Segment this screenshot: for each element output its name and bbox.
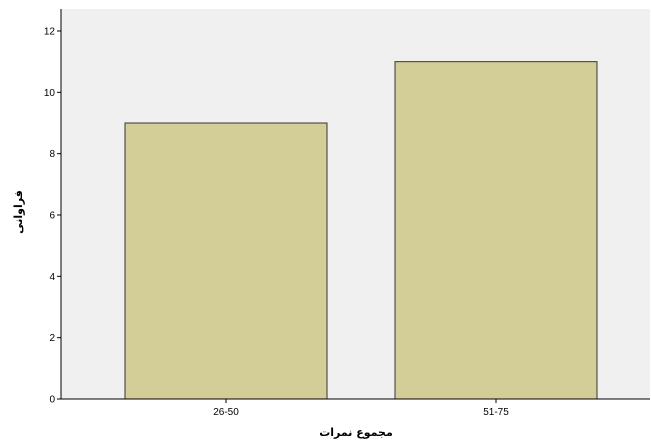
bar-51-75 <box>394 61 598 400</box>
x-axis-title: مجموع نمرات <box>319 426 393 439</box>
y-tick-label: 6 <box>49 211 55 222</box>
x-ticks-group: 26-50 51-75 <box>213 399 509 418</box>
y-tick-label: 8 <box>49 149 55 160</box>
x-tick-label: 26-50 <box>213 407 239 418</box>
y-tick-label: 10 <box>44 88 56 99</box>
bars-group <box>124 61 598 400</box>
y-ticks-group: 0 2 4 6 8 10 12 <box>44 27 61 406</box>
y-tick-label: 12 <box>44 27 56 38</box>
y-tick-label: 2 <box>49 333 55 344</box>
y-axis-title: فراوانی <box>12 190 25 234</box>
y-tick-label: 4 <box>49 272 55 283</box>
bar-26-50 <box>124 122 328 400</box>
y-tick-label: 0 <box>49 395 55 406</box>
x-tick-label: 51-75 <box>483 407 509 418</box>
